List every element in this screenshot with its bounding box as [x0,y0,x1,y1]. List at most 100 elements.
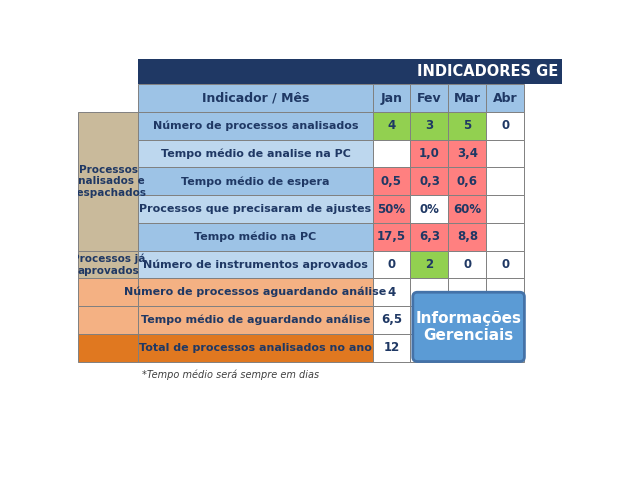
Bar [373,84,411,112]
Bar [487,140,524,167]
Text: 2: 2 [426,258,434,271]
Bar [139,334,373,361]
Text: Informações
Gerenciais: Informações Gerenciais [416,311,522,343]
Text: Processos
analisados e
despachados: Processos analisados e despachados [70,165,147,198]
Text: Jan: Jan [381,92,402,105]
Text: Abr: Abr [493,92,518,105]
Bar [449,112,487,140]
Text: Tempo médio de espera: Tempo médio de espera [181,176,329,187]
Bar [411,167,449,195]
Text: Número de processos analisados: Número de processos analisados [153,121,358,131]
Bar [139,250,373,278]
Bar [487,167,524,195]
Bar [487,223,524,250]
Text: 1,0: 1,0 [419,147,440,160]
Bar [139,306,373,334]
Text: 8,8: 8,8 [457,230,478,243]
Bar [411,112,449,140]
Text: 4: 4 [388,119,396,133]
Bar [78,278,139,306]
Bar [373,306,411,334]
Bar [411,306,449,334]
Text: 4: 4 [388,286,396,299]
Bar [373,195,411,223]
FancyBboxPatch shape [413,292,524,361]
Bar [411,195,449,223]
Text: Número de processos aguardando análise: Número de processos aguardando análise [124,287,387,298]
Bar [373,112,411,140]
Bar [411,140,449,167]
Bar [373,167,411,195]
Bar [139,223,373,250]
Bar [139,278,373,306]
Bar [449,167,487,195]
Bar [411,84,449,112]
Text: 0: 0 [388,258,396,271]
Text: 0,3: 0,3 [419,175,440,188]
Bar [78,112,139,250]
Bar [139,112,373,140]
Bar [449,278,487,306]
Text: Número de instrumentos aprovados: Número de instrumentos aprovados [143,259,368,270]
Bar [449,195,487,223]
Bar [78,334,139,361]
Bar [373,250,411,278]
Text: Mar: Mar [454,92,481,105]
Text: 12: 12 [383,341,399,354]
Text: Tempo médio de aguardando análise: Tempo médio de aguardando análise [141,315,370,325]
Bar [487,195,524,223]
Text: 0: 0 [501,258,509,271]
Bar [139,59,562,84]
Bar [411,278,449,306]
Text: 5: 5 [463,119,472,133]
Bar [487,250,524,278]
Bar [373,278,411,306]
Bar [411,223,449,250]
Bar [373,334,411,361]
Bar [139,84,373,112]
Bar [78,306,139,334]
Text: 0,5: 0,5 [381,175,402,188]
Text: 0: 0 [464,258,472,271]
Text: Processos que precisaram de ajustes: Processos que precisaram de ajustes [139,204,371,214]
Bar [487,84,524,112]
Bar [487,306,524,334]
Bar [449,250,487,278]
Bar [449,140,487,167]
Bar [373,223,411,250]
Text: 6,3: 6,3 [419,230,440,243]
Bar [449,306,487,334]
Text: 6,5: 6,5 [381,313,402,327]
Bar [78,84,139,112]
Bar [487,112,524,140]
Text: 50%: 50% [378,203,406,216]
Text: 17,5: 17,5 [377,230,406,243]
Text: Processos já
aprovados: Processos já aprovados [72,253,145,275]
Bar [139,167,373,195]
Text: Fev: Fev [417,92,442,105]
Bar [487,278,524,306]
Bar [411,334,449,361]
Bar [139,140,373,167]
Text: 3,4: 3,4 [457,147,478,160]
Text: Total de processos analisados no ano: Total de processos analisados no ano [139,343,372,353]
Text: Tempo médio de analise na PC: Tempo médio de analise na PC [160,148,351,159]
Bar [78,59,139,84]
Bar [487,334,524,361]
Bar [449,223,487,250]
Text: *Tempo médio será sempre em dias: *Tempo médio será sempre em dias [142,369,319,380]
Text: 3: 3 [426,119,434,133]
Text: 0,6: 0,6 [457,175,478,188]
Bar [139,195,373,223]
Bar [449,84,487,112]
Text: Tempo médio na PC: Tempo médio na PC [194,232,316,242]
Bar [411,250,449,278]
Text: 60%: 60% [454,203,482,216]
Text: 0%: 0% [419,203,439,216]
Bar [449,334,487,361]
Bar [78,250,139,278]
Text: Indicador / Mês: Indicador / Mês [202,92,309,105]
Bar [373,140,411,167]
Text: INDICADORES GE: INDICADORES GE [417,64,558,79]
Text: 0: 0 [501,119,509,133]
